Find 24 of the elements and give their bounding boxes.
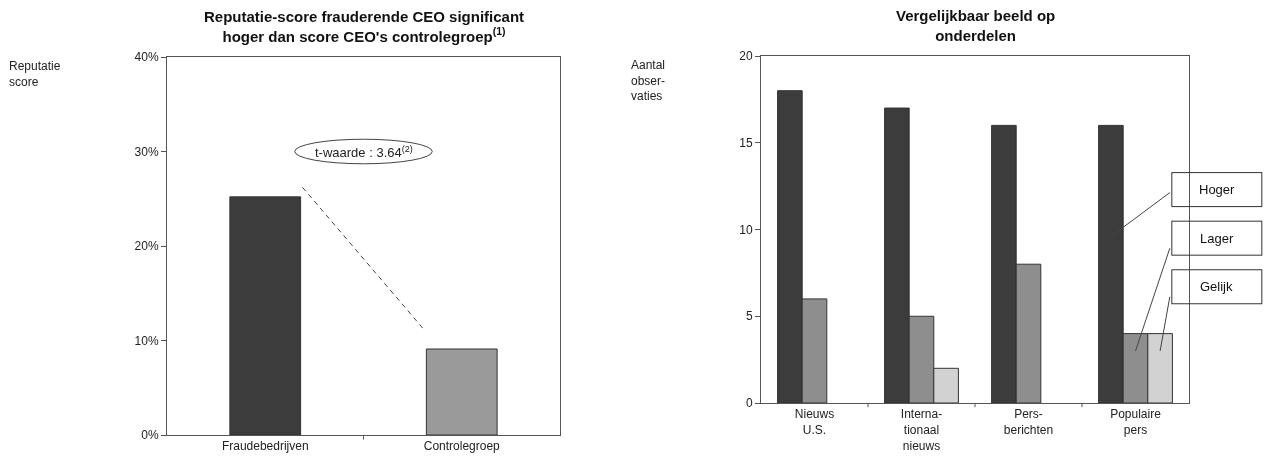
y-tick-label: 20 — [739, 49, 753, 64]
x-tick-label: Controlegroep — [423, 439, 501, 454]
y-tick-label: 15 — [739, 135, 753, 150]
y-tick-label: 10 — [739, 222, 753, 237]
y-tick-label: 40% — [134, 50, 159, 65]
annotation: t-waarde : 3.64$^{(2)}$ — [315, 144, 413, 161]
x-tick-label: Populaire pers — [1110, 407, 1162, 437]
x-tick-label: Nieuws U.S. — [794, 407, 835, 437]
x-tick-label: Fraudebedrijven — [221, 439, 309, 454]
y-axis-title: Aantal obser- vaties — [631, 58, 666, 104]
y-axis-title: Reputatie score — [9, 59, 61, 89]
x-tick-label: Pers- berichten — [1003, 407, 1054, 437]
y-tick-label: 0 — [745, 396, 753, 411]
text: Gelijk — [1200, 279, 1234, 294]
y-tick-label: 30% — [134, 144, 159, 159]
y-tick-label: 0% — [141, 428, 159, 443]
y-tick-label: 20% — [134, 239, 159, 254]
text: Lager — [1200, 231, 1234, 246]
chart-title: Reputatie-score frauderende CEO significant hoger dan score CEO's controlegroep$^{(1)}$ — [204, 8, 525, 45]
text: Hoger — [1199, 182, 1236, 197]
y-tick-label: 5 — [745, 309, 753, 324]
x-tick-label: Interna- tionaal nieuws — [900, 407, 943, 453]
y-tick-label: 10% — [134, 333, 159, 348]
chart-title: Vergelijkbaar beeld op onderdelen — [896, 7, 1056, 44]
